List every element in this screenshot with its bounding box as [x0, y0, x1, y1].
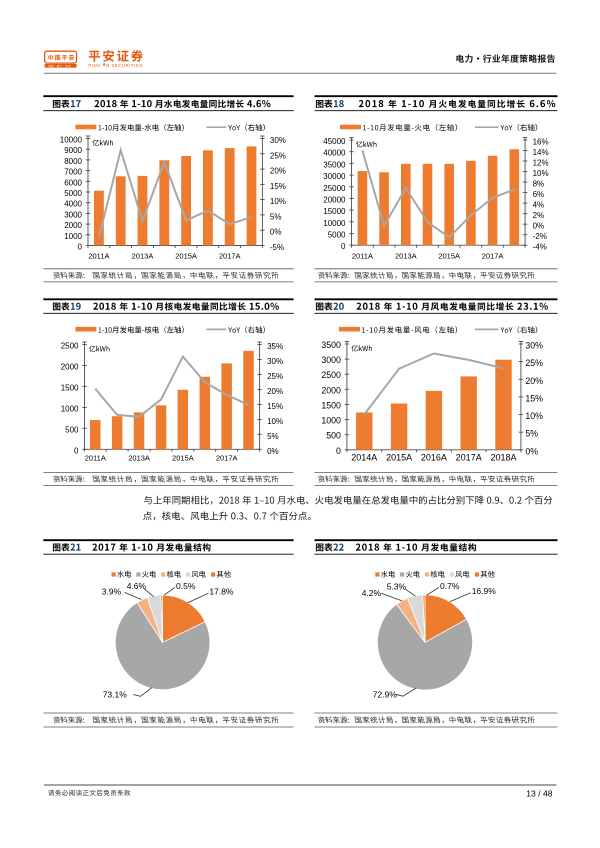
svg-text:6%: 6%: [533, 190, 545, 199]
svg-text:0%: 0%: [533, 222, 545, 231]
svg-text:2500: 2500: [61, 342, 79, 351]
svg-text:2017A: 2017A: [219, 251, 241, 260]
svg-text:20%: 20%: [267, 387, 283, 396]
svg-text:2018A: 2018A: [490, 453, 516, 463]
svg-text:25%: 25%: [267, 372, 283, 381]
svg-text:2016A: 2016A: [421, 453, 447, 463]
svg-text:15000: 15000: [323, 207, 346, 216]
svg-text:5%: 5%: [270, 212, 282, 221]
svg-text:2017A: 2017A: [482, 251, 504, 260]
svg-text:5%: 5%: [525, 429, 538, 439]
svg-text:15%: 15%: [525, 393, 543, 403]
svg-text:1500: 1500: [321, 401, 341, 411]
svg-text:35%: 35%: [267, 342, 283, 351]
svg-text:12%: 12%: [533, 159, 549, 168]
svg-text:10000: 10000: [60, 136, 83, 145]
svg-text:-2%: -2%: [533, 232, 547, 241]
svg-text:2000: 2000: [61, 363, 79, 372]
svg-text:2011A: 2011A: [88, 251, 109, 260]
svg-text:0%: 0%: [525, 446, 538, 456]
svg-text:5%: 5%: [267, 432, 279, 441]
svg-text:30%: 30%: [270, 136, 286, 145]
svg-text:73.1%: 73.1%: [103, 689, 128, 699]
svg-text:72.9%: 72.9%: [373, 689, 398, 699]
svg-text:2500: 2500: [321, 370, 341, 380]
svg-text:2014A: 2014A: [351, 453, 377, 463]
svg-text:15%: 15%: [270, 182, 286, 191]
svg-text:1000: 1000: [321, 416, 341, 426]
svg-text:2011A: 2011A: [85, 454, 106, 463]
svg-text:1000: 1000: [61, 404, 79, 413]
svg-text:0: 0: [341, 242, 346, 251]
svg-text:20%: 20%: [525, 376, 543, 386]
svg-text:1500: 1500: [61, 383, 79, 392]
svg-text:16.9%: 16.9%: [472, 586, 497, 596]
svg-text:30000: 30000: [323, 172, 346, 181]
svg-text:4%: 4%: [533, 201, 545, 210]
svg-text:5000: 5000: [328, 231, 346, 240]
svg-text:3000: 3000: [64, 210, 82, 219]
svg-text:25%: 25%: [525, 358, 543, 368]
svg-text:0.5%: 0.5%: [176, 581, 196, 591]
svg-text:9000: 9000: [64, 146, 82, 155]
svg-text:8000: 8000: [64, 157, 82, 166]
svg-text:2017A: 2017A: [216, 454, 238, 463]
svg-text:-4%: -4%: [533, 243, 547, 252]
svg-text:20%: 20%: [270, 167, 286, 176]
svg-text:0: 0: [336, 446, 341, 456]
svg-text:0: 0: [78, 243, 83, 252]
svg-text:PING AN SECURITIES: PING AN SECURITIES: [88, 63, 142, 68]
svg-text:6000: 6000: [64, 178, 82, 187]
svg-text:0%: 0%: [267, 447, 279, 456]
svg-text:10%: 10%: [267, 417, 283, 426]
svg-text:2017A: 2017A: [456, 453, 482, 463]
svg-text:2015A: 2015A: [386, 453, 412, 463]
svg-text:2000: 2000: [321, 385, 341, 395]
svg-text:2013A: 2013A: [132, 251, 154, 260]
svg-text:10%: 10%: [270, 197, 286, 206]
svg-text:40000: 40000: [323, 149, 346, 158]
svg-text:500: 500: [65, 425, 79, 434]
svg-text:10%: 10%: [533, 169, 549, 178]
svg-text:-5%: -5%: [270, 243, 284, 252]
svg-text:4.2%: 4.2%: [362, 588, 382, 598]
svg-text:15%: 15%: [267, 402, 283, 411]
svg-text:4000: 4000: [64, 200, 82, 209]
svg-text:10000: 10000: [323, 219, 346, 228]
svg-text:1000: 1000: [64, 232, 82, 241]
svg-text:8%: 8%: [533, 180, 545, 189]
svg-text:17.8%: 17.8%: [209, 586, 234, 596]
svg-text:2015A: 2015A: [175, 251, 197, 260]
svg-text:30%: 30%: [525, 341, 543, 351]
svg-text:20000: 20000: [323, 195, 346, 204]
svg-text:0.7%: 0.7%: [440, 581, 460, 591]
svg-text:2013A: 2013A: [395, 251, 417, 260]
svg-text:2011A: 2011A: [352, 251, 373, 260]
svg-text:2013A: 2013A: [128, 454, 150, 463]
svg-text:30%: 30%: [267, 357, 283, 366]
svg-text:2000: 2000: [64, 221, 82, 230]
svg-text:4.6%: 4.6%: [127, 581, 147, 591]
svg-text:2015A: 2015A: [172, 454, 194, 463]
svg-text:25%: 25%: [270, 151, 286, 160]
svg-text:2015A: 2015A: [438, 251, 460, 260]
svg-text:3500: 3500: [321, 340, 341, 350]
svg-text:13 / 48: 13 / 48: [526, 789, 553, 799]
svg-text:16%: 16%: [533, 138, 549, 147]
svg-text:5000: 5000: [64, 189, 82, 198]
svg-text:10%: 10%: [525, 411, 543, 421]
svg-text:35000: 35000: [323, 160, 346, 169]
svg-text:0%: 0%: [270, 228, 282, 237]
svg-text:14%: 14%: [533, 148, 549, 157]
svg-text:5.3%: 5.3%: [387, 582, 407, 592]
svg-text:45000: 45000: [323, 137, 346, 146]
svg-text:7000: 7000: [64, 168, 82, 177]
svg-text:3000: 3000: [321, 355, 341, 365]
svg-text:0: 0: [74, 446, 79, 455]
svg-text:25000: 25000: [323, 184, 346, 193]
svg-text:3.9%: 3.9%: [102, 587, 122, 597]
svg-text:2%: 2%: [533, 211, 545, 220]
svg-text:500: 500: [326, 431, 341, 441]
